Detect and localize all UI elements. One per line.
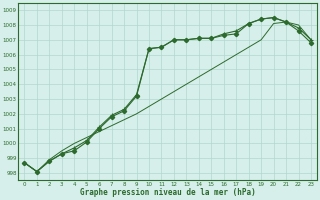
X-axis label: Graphe pression niveau de la mer (hPa): Graphe pression niveau de la mer (hPa) [80,188,256,197]
